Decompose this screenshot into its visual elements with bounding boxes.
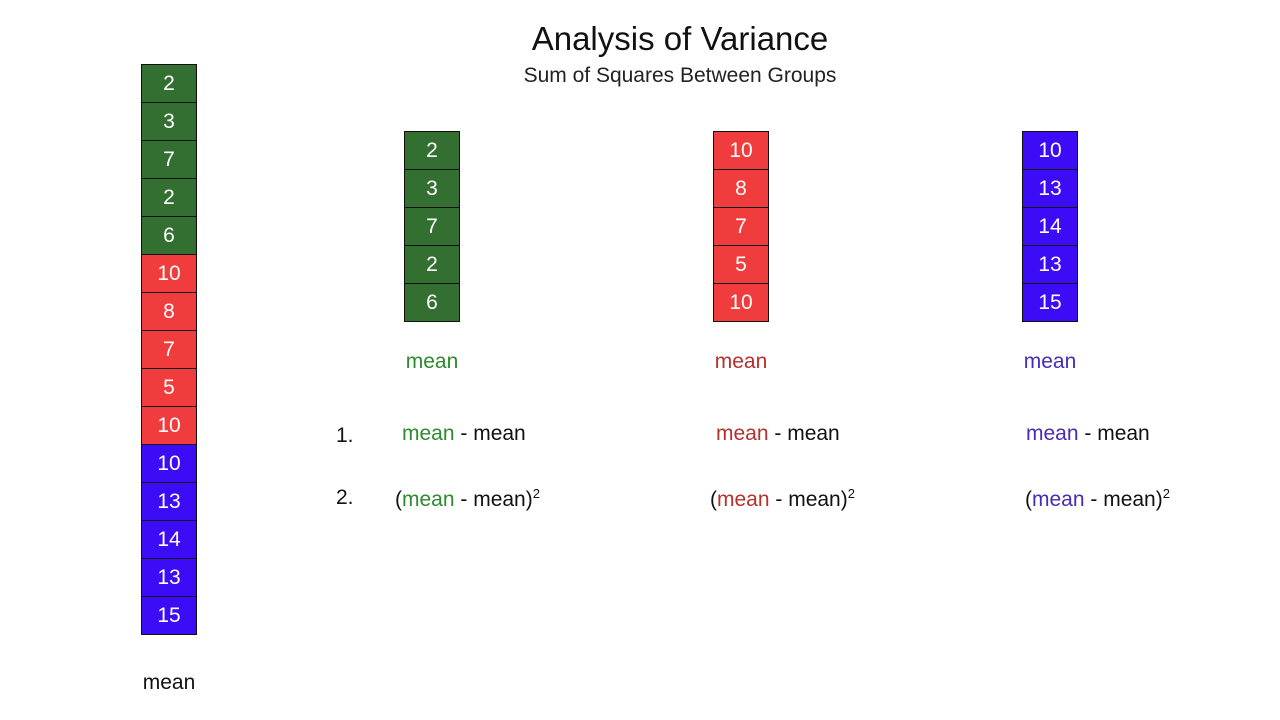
combined-value-cell: 6 bbox=[141, 216, 197, 255]
group-value-cell: 2 bbox=[404, 131, 460, 170]
group-mean-label: mean bbox=[714, 350, 768, 373]
step-1-number: 1. bbox=[336, 424, 354, 447]
minus-sign: - bbox=[769, 488, 789, 511]
combined-value-cell: 8 bbox=[141, 292, 197, 331]
minus-sign: - bbox=[1078, 422, 1098, 445]
combined-value-cell: 5 bbox=[141, 368, 197, 407]
group-value-cell: 13 bbox=[1022, 169, 1078, 208]
group-mean-term: mean bbox=[1032, 488, 1085, 511]
grand-mean-term: mean bbox=[788, 488, 841, 511]
close-paren: ) bbox=[840, 488, 848, 511]
combined-value-cell: 14 bbox=[141, 520, 197, 559]
grand-mean-term: mean bbox=[1097, 422, 1150, 445]
minus-sign: - bbox=[454, 488, 474, 511]
group-blue-column: 10 13 14 13 15 bbox=[1022, 131, 1078, 322]
group-value-cell: 8 bbox=[713, 169, 769, 208]
step-2-squared-difference: (mean - mean)2 bbox=[710, 486, 855, 512]
group-mean-term: mean bbox=[402, 422, 455, 445]
group-value-cell: 14 bbox=[1022, 207, 1078, 246]
slide-subtitle: Sum of Squares Between Groups bbox=[523, 64, 837, 87]
group-value-cell: 3 bbox=[404, 169, 460, 208]
group-mean-term: mean bbox=[716, 422, 769, 445]
group-red-column: 10 8 7 5 10 bbox=[713, 131, 769, 322]
step-2-squared-difference: (mean - mean)2 bbox=[395, 486, 540, 512]
group-mean-term: mean bbox=[402, 488, 455, 511]
slide-title: Analysis of Variance bbox=[531, 20, 829, 57]
open-paren: ( bbox=[710, 488, 717, 511]
combined-value-cell: 7 bbox=[141, 330, 197, 369]
group-mean-label: mean bbox=[1023, 350, 1077, 373]
open-paren: ( bbox=[1025, 488, 1032, 511]
grand-mean-term: mean bbox=[787, 422, 840, 445]
grand-mean-term: mean bbox=[473, 488, 526, 511]
group-mean-term: mean bbox=[717, 488, 770, 511]
combined-value-cell: 2 bbox=[141, 178, 197, 217]
minus-sign: - bbox=[768, 422, 788, 445]
open-paren: ( bbox=[395, 488, 402, 511]
group-value-cell: 10 bbox=[1022, 131, 1078, 170]
group-value-cell: 7 bbox=[404, 207, 460, 246]
combined-value-cell: 2 bbox=[141, 64, 197, 103]
combined-column: 2 3 7 2 6 10 8 7 5 10 10 13 14 13 15 bbox=[141, 64, 197, 635]
combined-value-cell: 13 bbox=[141, 482, 197, 521]
exponent: 2 bbox=[532, 486, 540, 501]
minus-sign: - bbox=[454, 422, 474, 445]
step-1-difference: mean - mean bbox=[402, 422, 526, 446]
group-value-cell: 2 bbox=[404, 245, 460, 284]
exponent: 2 bbox=[847, 486, 855, 501]
grand-mean-term: mean bbox=[1103, 488, 1156, 511]
grand-mean-label: mean bbox=[142, 671, 196, 694]
group-value-cell: 13 bbox=[1022, 245, 1078, 284]
step-2-number: 2. bbox=[336, 486, 354, 509]
combined-value-cell: 10 bbox=[141, 406, 197, 445]
combined-value-cell: 7 bbox=[141, 140, 197, 179]
close-paren: ) bbox=[525, 488, 533, 511]
group-value-cell: 7 bbox=[713, 207, 769, 246]
group-value-cell: 6 bbox=[404, 283, 460, 322]
step-1-difference: mean - mean bbox=[1026, 422, 1150, 446]
group-value-cell: 15 bbox=[1022, 283, 1078, 322]
combined-value-cell: 10 bbox=[141, 254, 197, 293]
grand-mean-term: mean bbox=[473, 422, 526, 445]
group-value-cell: 5 bbox=[713, 245, 769, 284]
minus-sign: - bbox=[1084, 488, 1104, 511]
exponent: 2 bbox=[1162, 486, 1170, 501]
combined-value-cell: 10 bbox=[141, 444, 197, 483]
group-mean-label: mean bbox=[405, 350, 459, 373]
close-paren: ) bbox=[1155, 488, 1163, 511]
step-1-difference: mean - mean bbox=[716, 422, 840, 446]
group-value-cell: 10 bbox=[713, 283, 769, 322]
group-value-cell: 10 bbox=[713, 131, 769, 170]
combined-value-cell: 15 bbox=[141, 596, 197, 635]
step-2-squared-difference: (mean - mean)2 bbox=[1025, 486, 1170, 512]
combined-value-cell: 3 bbox=[141, 102, 197, 141]
combined-value-cell: 13 bbox=[141, 558, 197, 597]
group-mean-term: mean bbox=[1026, 422, 1079, 445]
